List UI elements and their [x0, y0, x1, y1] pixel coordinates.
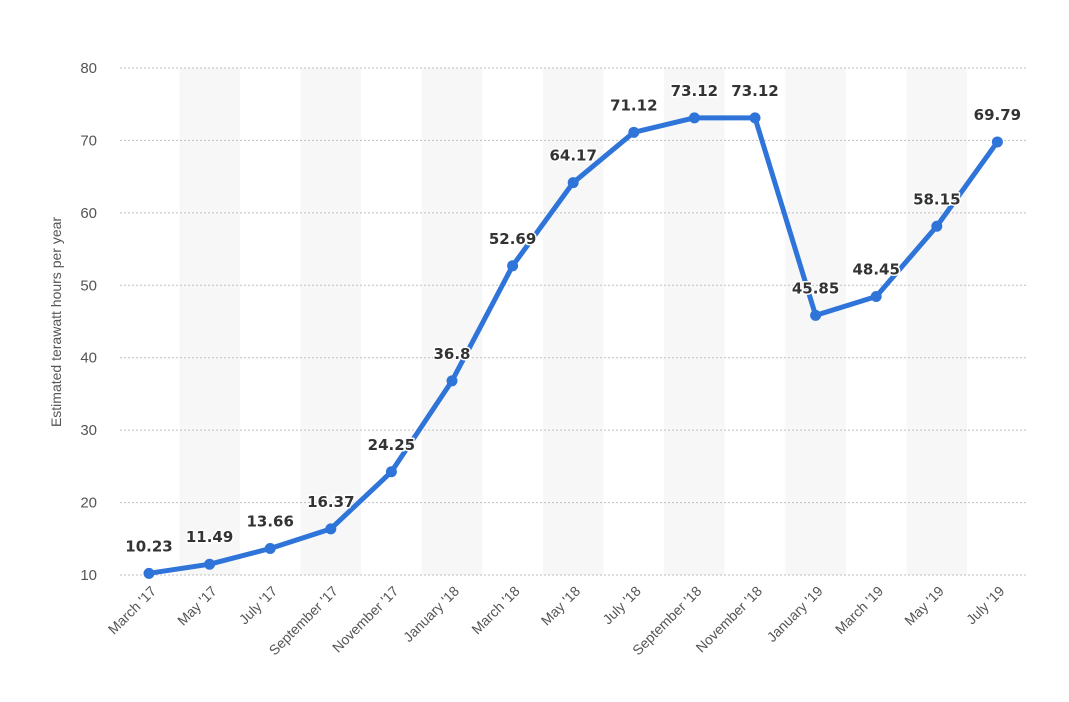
data-label: 71.12	[610, 96, 657, 114]
data-point[interactable]	[688, 112, 700, 124]
x-tick-label: July '18	[599, 583, 644, 628]
data-point[interactable]	[749, 112, 761, 124]
data-point[interactable]	[991, 136, 1003, 148]
data-label: 73.12	[671, 82, 718, 100]
background-band	[542, 68, 604, 575]
data-point[interactable]	[325, 523, 337, 535]
data-point[interactable]	[264, 542, 276, 554]
data-label: 36.8	[433, 345, 470, 363]
x-tick-label: May '17	[174, 583, 220, 629]
data-label: 48.45	[852, 261, 899, 279]
data-point[interactable]	[628, 126, 640, 138]
y-tick-label: 50	[80, 277, 97, 294]
data-point[interactable]	[446, 375, 458, 387]
x-tick-label: March '18	[468, 583, 523, 638]
data-label: 13.66	[246, 512, 293, 530]
data-point[interactable]	[507, 260, 519, 272]
data-point[interactable]	[385, 466, 397, 478]
data-point[interactable]	[204, 558, 216, 570]
y-tick-label: 30	[80, 422, 97, 439]
x-tick-label: July '17	[236, 583, 281, 628]
data-label: 11.49	[186, 528, 233, 546]
data-label: 10.23	[125, 537, 172, 555]
gridlines	[120, 67, 1028, 576]
data-label: 69.79	[974, 106, 1021, 124]
x-tick-label: March '17	[105, 583, 160, 638]
background-band	[906, 68, 968, 575]
x-tick-label: July '19	[963, 583, 1008, 628]
x-tick-label: March '19	[832, 583, 887, 638]
data-label: 58.15	[913, 190, 960, 208]
x-tick-label: January '18	[400, 583, 462, 645]
y-axis-ticks: 10 20 30 40 50 60 70 80	[80, 60, 97, 584]
data-label: 73.12	[731, 82, 778, 100]
data-points	[143, 112, 1003, 579]
data-point[interactable]	[931, 220, 943, 232]
y-tick-label: 60	[80, 205, 97, 222]
x-tick-label: January '19	[764, 583, 826, 645]
data-point[interactable]	[810, 309, 822, 321]
data-labels: 10.23 11.49 13.66 16.37 24.25 36.8 52.69 64.17 7…	[124, 80, 1023, 557]
y-tick-label: 10	[80, 567, 97, 584]
data-label: 45.85	[792, 279, 839, 297]
background-band	[300, 68, 362, 575]
background-band	[785, 68, 846, 575]
background-band	[179, 68, 240, 575]
y-tick-label: 20	[80, 495, 97, 512]
data-point[interactable]	[567, 177, 579, 189]
data-label: 16.37	[307, 493, 354, 511]
x-tick-label: May '19	[901, 583, 947, 629]
background-bands	[179, 68, 968, 575]
data-point[interactable]	[870, 291, 882, 303]
data-label: 24.25	[368, 436, 415, 454]
y-tick-label: 80	[80, 60, 97, 77]
x-tick-label: May '18	[538, 583, 584, 629]
y-tick-label: 70	[80, 132, 97, 149]
y-tick-label: 40	[80, 350, 97, 367]
background-band	[664, 68, 725, 575]
data-point[interactable]	[143, 567, 155, 579]
data-label: 52.69	[489, 230, 536, 248]
data-label: 64.17	[549, 147, 596, 165]
background-band	[421, 68, 483, 575]
y-axis-label: Estimated terawatt hours per year	[48, 217, 64, 427]
